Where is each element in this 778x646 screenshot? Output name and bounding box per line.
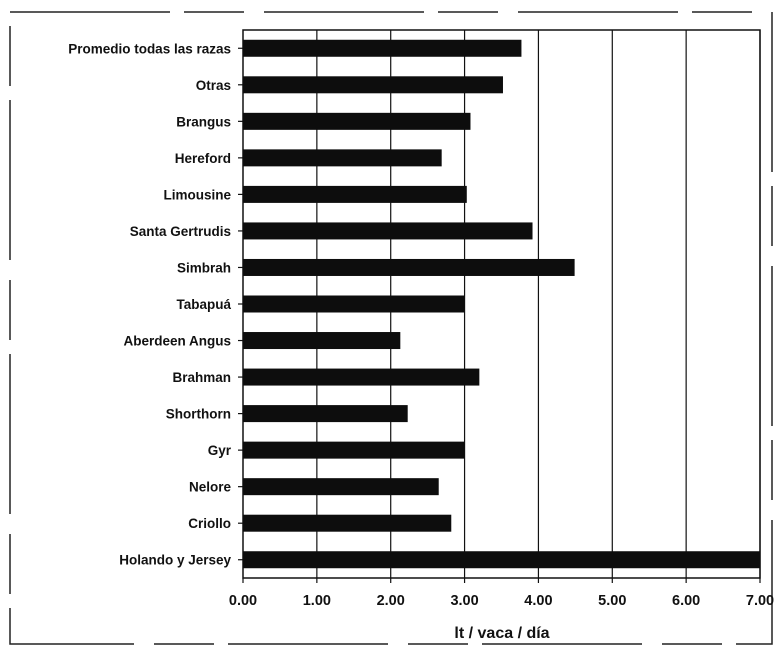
bar [243, 295, 465, 313]
bar [243, 222, 533, 240]
bar [243, 441, 465, 459]
x-tick-label: 5.00 [598, 593, 626, 609]
bar [243, 149, 442, 167]
category-label: Santa Gertrudis [130, 224, 231, 239]
bars [243, 39, 760, 569]
category-label: Holando y Jersey [119, 553, 231, 568]
x-axis-label: lt / vaca / día [454, 625, 549, 642]
category-label: Nelore [189, 480, 232, 495]
category-label: Tabapuá [176, 297, 231, 312]
x-tick-labels: 0.00 1.00 2.00 3.00 4.00 5.00 6.00 7.00 [229, 593, 774, 609]
category-label: Brahman [172, 370, 231, 385]
category-label: Hereford [175, 151, 231, 166]
category-label: Brangus [176, 114, 231, 129]
category-label: Criollo [188, 516, 231, 531]
category-label: Promedio todas las razas [68, 41, 231, 56]
bar [243, 76, 503, 94]
category-label: Gyr [208, 443, 232, 458]
bar [243, 405, 408, 423]
x-tick-label: 4.00 [524, 593, 552, 609]
category-label: Aberdeen Angus [123, 334, 231, 349]
x-tick-label: 3.00 [450, 593, 478, 609]
bar [243, 112, 471, 130]
category-label: Simbrah [177, 260, 231, 275]
x-tick-label: 2.00 [377, 593, 405, 609]
bar [243, 258, 575, 276]
bar [243, 478, 439, 496]
x-tick-label: 7.00 [746, 593, 774, 609]
bar [243, 368, 480, 386]
x-tick-label: 0.00 [229, 593, 257, 609]
outer-border [9, 11, 773, 645]
bar [243, 39, 522, 57]
bar [243, 514, 452, 532]
x-tick-label: 6.00 [672, 593, 700, 609]
x-tick-label: 1.00 [303, 593, 331, 609]
bar [243, 551, 760, 569]
category-labels: Promedio todas las razas Otras Brangus Here… [68, 41, 232, 567]
category-label: Shorthorn [166, 407, 231, 422]
bar [243, 185, 467, 203]
category-label: Limousine [163, 187, 231, 202]
category-label: Otras [196, 78, 231, 93]
bar [243, 332, 401, 350]
